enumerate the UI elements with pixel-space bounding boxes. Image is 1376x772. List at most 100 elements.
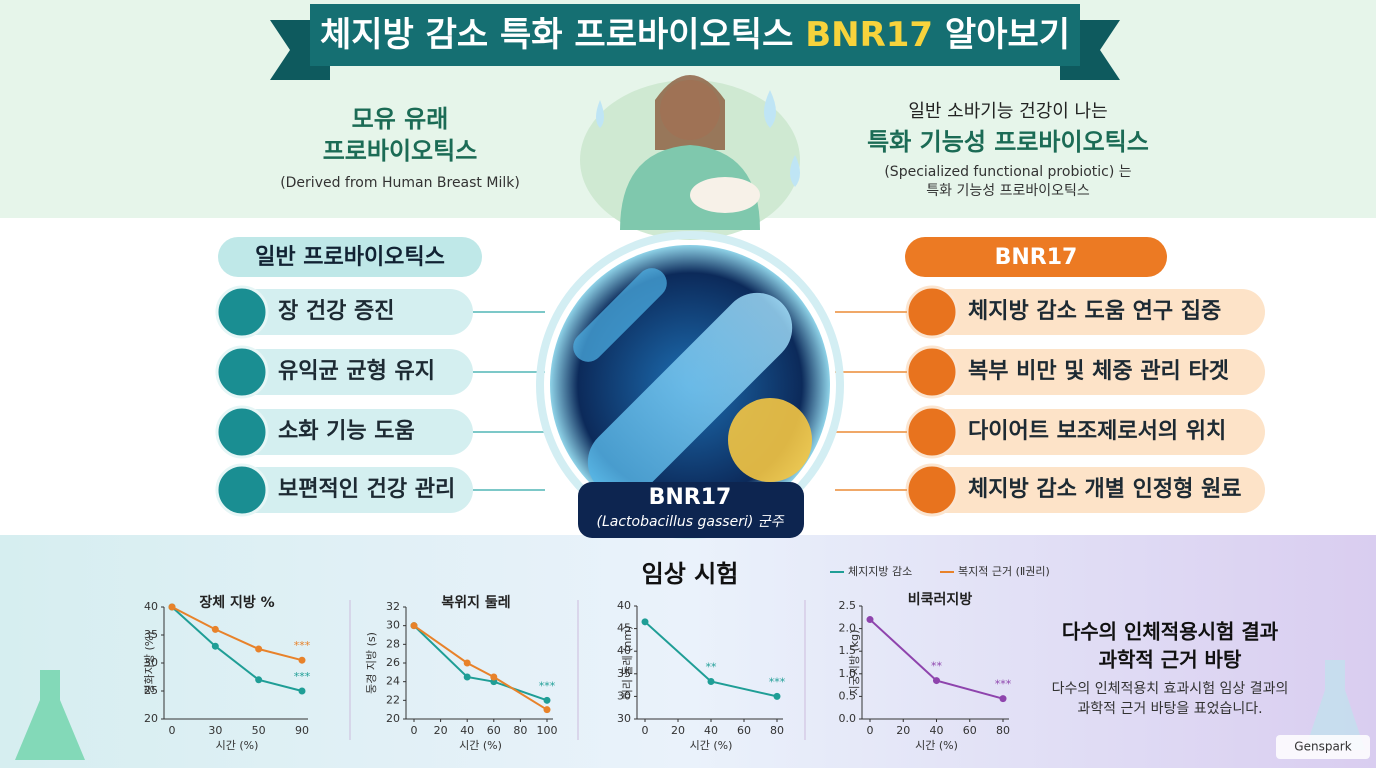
- item-text: 보편적인 건강 관리: [278, 477, 455, 502]
- title-banner: [310, 4, 1080, 66]
- y-axis-label: 경화지방 (%): [143, 631, 156, 694]
- point: [463, 673, 471, 681]
- conclusion-body: 다수의 인체적용치 효과시험 임상 결과의: [1052, 681, 1289, 697]
- y-tick-label: 2.5: [839, 599, 857, 612]
- x-tick-label: 90: [295, 724, 309, 737]
- item-pill: [225, 409, 473, 455]
- item-icon: [905, 345, 959, 399]
- x-tick-label: 30: [208, 724, 222, 737]
- intro-sub: (Derived from Human Breast Milk): [280, 175, 520, 191]
- y-tick-label: 40: [144, 600, 158, 613]
- point: [298, 656, 306, 664]
- drop: [764, 90, 776, 128]
- item-pill: [915, 349, 1265, 395]
- illustration-baby: [690, 177, 760, 213]
- flask: [15, 670, 85, 760]
- item-pill: [915, 289, 1265, 335]
- point: [463, 659, 471, 667]
- point: [410, 622, 418, 630]
- x-tick-label: 50: [252, 724, 266, 737]
- intro-title: 프로바이오틱스: [323, 137, 478, 165]
- title-part: 체지방 감소 특화 프로바이오틱스: [320, 15, 805, 55]
- watermark: Genspark: [1294, 740, 1351, 754]
- title: 체지방 감소 특화 프로바이오틱스 BNR17 알아보기: [320, 15, 1070, 55]
- x-tick-label: 0: [642, 724, 649, 737]
- drop: [790, 155, 800, 187]
- y-tick-label: 0.0: [839, 712, 857, 725]
- series-line: [413, 624, 548, 702]
- x-tick-label: 80: [770, 724, 784, 737]
- point: [298, 687, 306, 695]
- heading-pill: [218, 237, 482, 277]
- x-tick-label: 0: [867, 724, 874, 737]
- point: [933, 677, 940, 685]
- x-axis-label: 시간 (%): [459, 739, 502, 752]
- item-icon: [215, 405, 269, 459]
- item-pill: [225, 467, 473, 513]
- item-text: 유익균 균형 유지: [278, 359, 435, 384]
- item-text: 장 건강 증진: [278, 299, 395, 324]
- point: [255, 676, 263, 684]
- x-tick-label: 40: [460, 724, 474, 737]
- x-tick-label: 40: [704, 724, 718, 737]
- item-text: 소화 기능 도움: [278, 419, 415, 444]
- chart-title: 비쿡러지방: [908, 591, 973, 608]
- point: [168, 603, 176, 611]
- bottom-band: [0, 535, 1376, 768]
- point: [211, 642, 219, 650]
- y-tick-label: 1.5: [839, 644, 857, 657]
- significance: **: [706, 660, 718, 673]
- point: [773, 692, 781, 700]
- item-pill: [225, 289, 473, 335]
- y-tick-label: 30: [617, 712, 631, 725]
- chart-title: 장체 지방 %: [199, 594, 274, 611]
- significance: ***: [769, 675, 786, 688]
- y-tick-label: 1.0: [839, 667, 857, 680]
- chart-title: 복위지 둘레: [441, 595, 510, 611]
- drop: [596, 100, 604, 128]
- significance: ***: [294, 639, 311, 652]
- point: [866, 616, 874, 624]
- x-tick-label: 80: [996, 724, 1010, 737]
- item-text: 체지방 감소 도움 연구 집중: [968, 299, 1221, 324]
- x-axis-label: 시간 (%): [216, 739, 259, 752]
- x-axis-label: 시간 (%): [690, 739, 733, 752]
- clinical-title: 임상 시험: [642, 560, 739, 588]
- x-tick-label: 0: [411, 724, 418, 737]
- x-tick-label: 60: [487, 724, 501, 737]
- y-tick-label: 2.0: [839, 622, 857, 635]
- fat-cell: [728, 398, 812, 482]
- significance: ***: [995, 678, 1012, 691]
- y-axis-label: 둥경 지방 (s): [365, 632, 378, 694]
- y-tick-label: 26: [386, 656, 400, 669]
- y-tick-label: 24: [386, 675, 400, 688]
- point: [543, 696, 551, 704]
- item-text: 다이어트 보조제로서의 위치: [968, 419, 1226, 444]
- intro-title: 특화 기능성 프로바이오틱스: [867, 128, 1149, 156]
- y-tick-label: 40: [617, 599, 631, 612]
- illustration-hair: [655, 75, 725, 150]
- series-line: [171, 606, 303, 662]
- x-tick-label: 60: [737, 724, 751, 737]
- item-icon: [905, 285, 959, 339]
- legend-label: 복지적 근거 (Ⅱ권리): [958, 565, 1050, 578]
- y-tick-label: 20: [386, 712, 400, 725]
- x-tick-label: 80: [513, 724, 527, 737]
- item-icon: [215, 285, 269, 339]
- charts: 장체 지방 % 20 25 30 35 40 0 30 50 90 시간 (%) 경화지방 (%) **…: [143, 591, 1012, 752]
- center-species: (Lactobacillus gasseri) 군주: [596, 514, 784, 530]
- series-line: [413, 624, 548, 711]
- name-label: [578, 482, 804, 538]
- panel-heading: BNR17: [995, 245, 1078, 270]
- item-pill: [225, 349, 473, 395]
- x-tick-label: 0: [169, 724, 176, 737]
- bacterium: [573, 268, 667, 362]
- item-pill: [915, 467, 1265, 513]
- y-tick-label: 0.5: [839, 689, 857, 702]
- significance: **: [931, 660, 943, 673]
- y-tick-label: 20: [144, 712, 158, 725]
- y-tick-label: 28: [386, 637, 400, 650]
- y-tick-label: 40: [617, 644, 631, 657]
- item-text: 복부 비만 및 체중 관리 타겟: [968, 359, 1229, 384]
